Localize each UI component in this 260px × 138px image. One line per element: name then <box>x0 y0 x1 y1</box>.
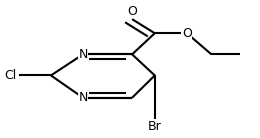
Text: Br: Br <box>148 120 162 133</box>
Text: O: O <box>182 27 192 40</box>
Text: N: N <box>78 48 88 61</box>
Text: Cl: Cl <box>4 69 16 82</box>
Text: O: O <box>127 5 137 18</box>
Text: N: N <box>78 91 88 104</box>
